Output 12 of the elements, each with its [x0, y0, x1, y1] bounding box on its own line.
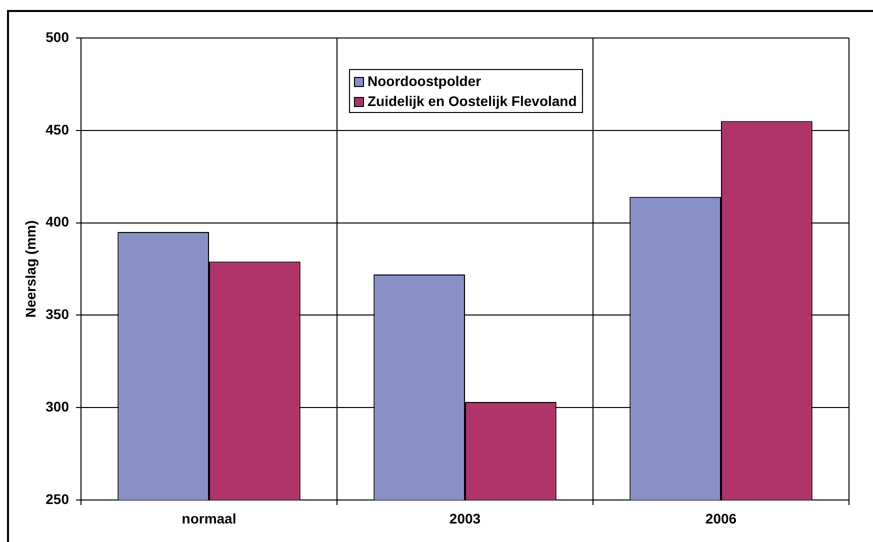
- y-tick-label: 500: [46, 28, 70, 45]
- y-tick-label: 400: [46, 214, 70, 230]
- legend-label: Zuidelijk en Oostelijk Flevoland: [368, 92, 577, 109]
- x-tick-label: 2003: [449, 510, 481, 526]
- y-axis-title: Neerslag (mm): [22, 220, 38, 318]
- y-tick-label: 300: [46, 398, 70, 414]
- y-tick-label: 450: [46, 121, 70, 138]
- legend-label: Noordoostpolder: [368, 72, 482, 89]
- x-tick-label: 2006: [705, 510, 737, 526]
- y-tick-label: 250: [46, 490, 70, 507]
- x-tick-label: normaal: [182, 510, 236, 526]
- y-tick-label: 350: [46, 306, 70, 322]
